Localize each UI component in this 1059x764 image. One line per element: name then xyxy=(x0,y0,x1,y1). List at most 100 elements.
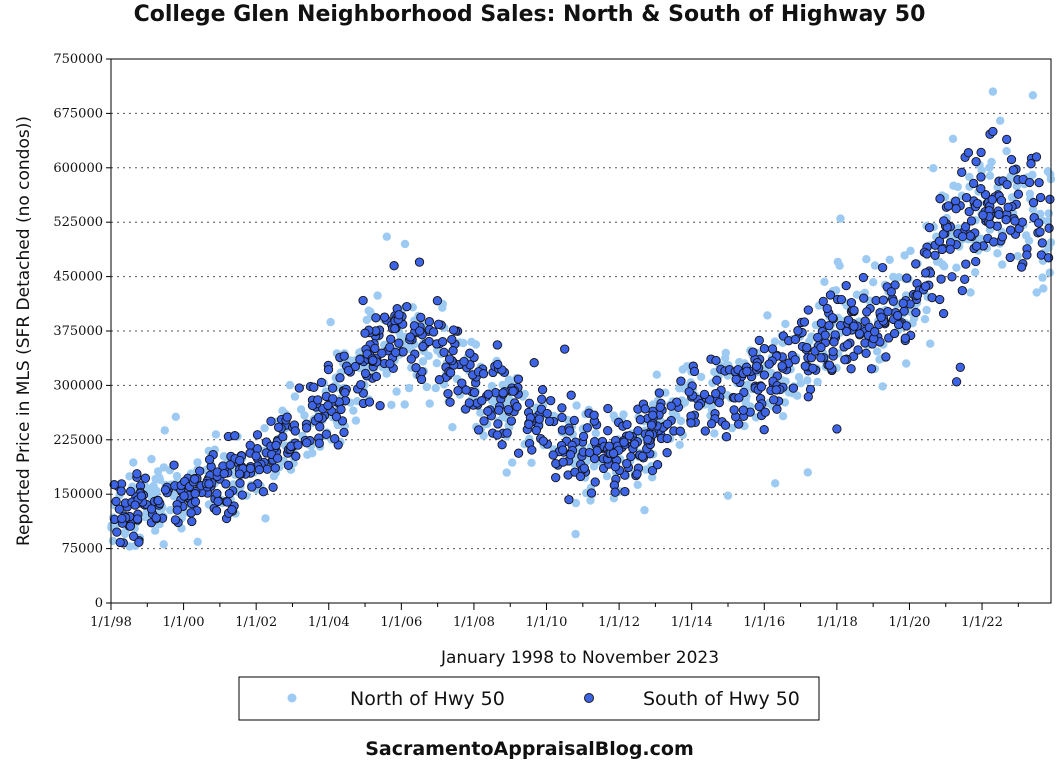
south-sale-point xyxy=(689,366,700,377)
south-sale-point xyxy=(448,346,458,356)
y-axis: 0 75000 150000 225000 300000 375000 450000 5250… xyxy=(53,52,111,611)
south-sale-point xyxy=(390,347,401,358)
south-sale-point xyxy=(603,403,613,414)
south-sale-point xyxy=(961,192,972,203)
south-sale-point xyxy=(927,292,937,303)
north-sale-point xyxy=(633,480,642,489)
north-sale-point xyxy=(120,529,130,539)
north-sale-point xyxy=(710,429,719,438)
south-sale-point xyxy=(870,327,880,337)
south-sale-point xyxy=(211,506,222,516)
south-sale-point xyxy=(190,474,200,484)
south-sale-point xyxy=(686,418,696,428)
south-sale-point xyxy=(302,438,312,448)
x-tick-label: 1/1/12 xyxy=(598,615,640,630)
south-sale-point xyxy=(254,465,265,475)
south-sale-point xyxy=(512,402,522,412)
south-sale-point xyxy=(469,387,480,398)
south-sale-point xyxy=(538,436,548,446)
south-sale-point xyxy=(358,295,368,306)
south-sale-point xyxy=(938,229,948,239)
north-sale-point xyxy=(723,491,733,500)
south-sale-point xyxy=(878,295,889,305)
x-tick-label: 1/1/08 xyxy=(453,615,495,630)
south-sale-point xyxy=(824,360,835,370)
north-sale-point xyxy=(589,462,599,471)
north-sale-point xyxy=(885,255,894,264)
south-sale-point xyxy=(754,401,764,412)
south-sale-point xyxy=(936,274,946,284)
south-sale-point xyxy=(251,451,261,461)
south-sale-point xyxy=(558,457,568,467)
south-sale-point xyxy=(290,426,300,436)
north-sale-point xyxy=(159,463,168,472)
south-sale-point xyxy=(976,172,986,182)
south-sale-point xyxy=(675,426,685,436)
south-sale-point xyxy=(622,458,632,469)
north-sale-point xyxy=(326,317,335,327)
south-sale-point xyxy=(569,415,579,426)
south-sale-point xyxy=(731,374,741,384)
north-sale-point xyxy=(803,376,812,385)
south-sale-point xyxy=(699,389,710,400)
south-sale-point xyxy=(987,195,997,205)
south-sale-point xyxy=(370,343,380,354)
south-sale-point xyxy=(235,455,245,466)
south-sale-point xyxy=(790,334,801,345)
south-sale-point xyxy=(1035,192,1046,203)
south-sale-point xyxy=(876,312,886,322)
south-sale-point xyxy=(542,408,552,419)
south-sale-point xyxy=(291,451,301,461)
south-sale-point xyxy=(861,348,871,358)
south-sale-point xyxy=(1005,252,1015,263)
south-sale-point xyxy=(375,401,385,411)
north-sale-point xyxy=(668,408,677,418)
x-tick-label: 1/1/18 xyxy=(816,615,858,630)
north-sale-point xyxy=(382,369,391,378)
south-sale-point xyxy=(448,325,459,335)
north-sale-point xyxy=(675,440,684,449)
north-sale-point xyxy=(171,412,180,421)
south-sale-point xyxy=(759,343,770,354)
north-sale-point xyxy=(680,398,690,407)
south-sale-point xyxy=(802,342,812,353)
south-sale-point xyxy=(759,370,770,380)
north-sale-point xyxy=(929,164,938,173)
south-sale-point xyxy=(742,366,752,376)
south-sale-point xyxy=(643,434,653,445)
north-sale-point xyxy=(996,116,1005,125)
north-sale-point xyxy=(432,359,441,368)
legend-south-label: South of Hwy 50 xyxy=(643,688,800,710)
north-sale-point xyxy=(870,261,880,270)
south-sale-point xyxy=(938,308,949,319)
south-sale-point xyxy=(258,487,269,497)
south-sale-point xyxy=(494,405,504,415)
south-sale-point xyxy=(330,434,340,444)
south-sale-point xyxy=(898,298,908,309)
north-sale-point xyxy=(948,134,958,143)
south-sale-point xyxy=(273,422,284,432)
south-sale-point xyxy=(328,394,338,404)
south-sale-point xyxy=(877,262,888,273)
south-sale-point xyxy=(712,375,722,385)
x-axis-label: January 1998 to November 2023 xyxy=(440,648,719,668)
south-sale-point xyxy=(1006,154,1017,165)
north-sale-point xyxy=(852,290,862,299)
south-sale-point xyxy=(721,432,732,442)
north-sale-point xyxy=(211,430,221,439)
south-sale-point xyxy=(544,416,555,427)
south-sale-point xyxy=(1034,177,1044,188)
north-sale-point xyxy=(418,357,428,366)
south-sale-point xyxy=(418,341,428,352)
south-sale-point xyxy=(997,232,1008,242)
legend-south-marker xyxy=(584,693,594,703)
south-sale-point xyxy=(935,194,945,204)
south-sale-point xyxy=(146,504,157,514)
south-sale-point xyxy=(459,356,469,367)
north-sale-point xyxy=(572,401,581,410)
south-sale-point xyxy=(524,419,534,429)
north-sale-point xyxy=(159,540,168,549)
south-sale-point xyxy=(237,490,247,500)
south-sale-point xyxy=(140,473,151,483)
